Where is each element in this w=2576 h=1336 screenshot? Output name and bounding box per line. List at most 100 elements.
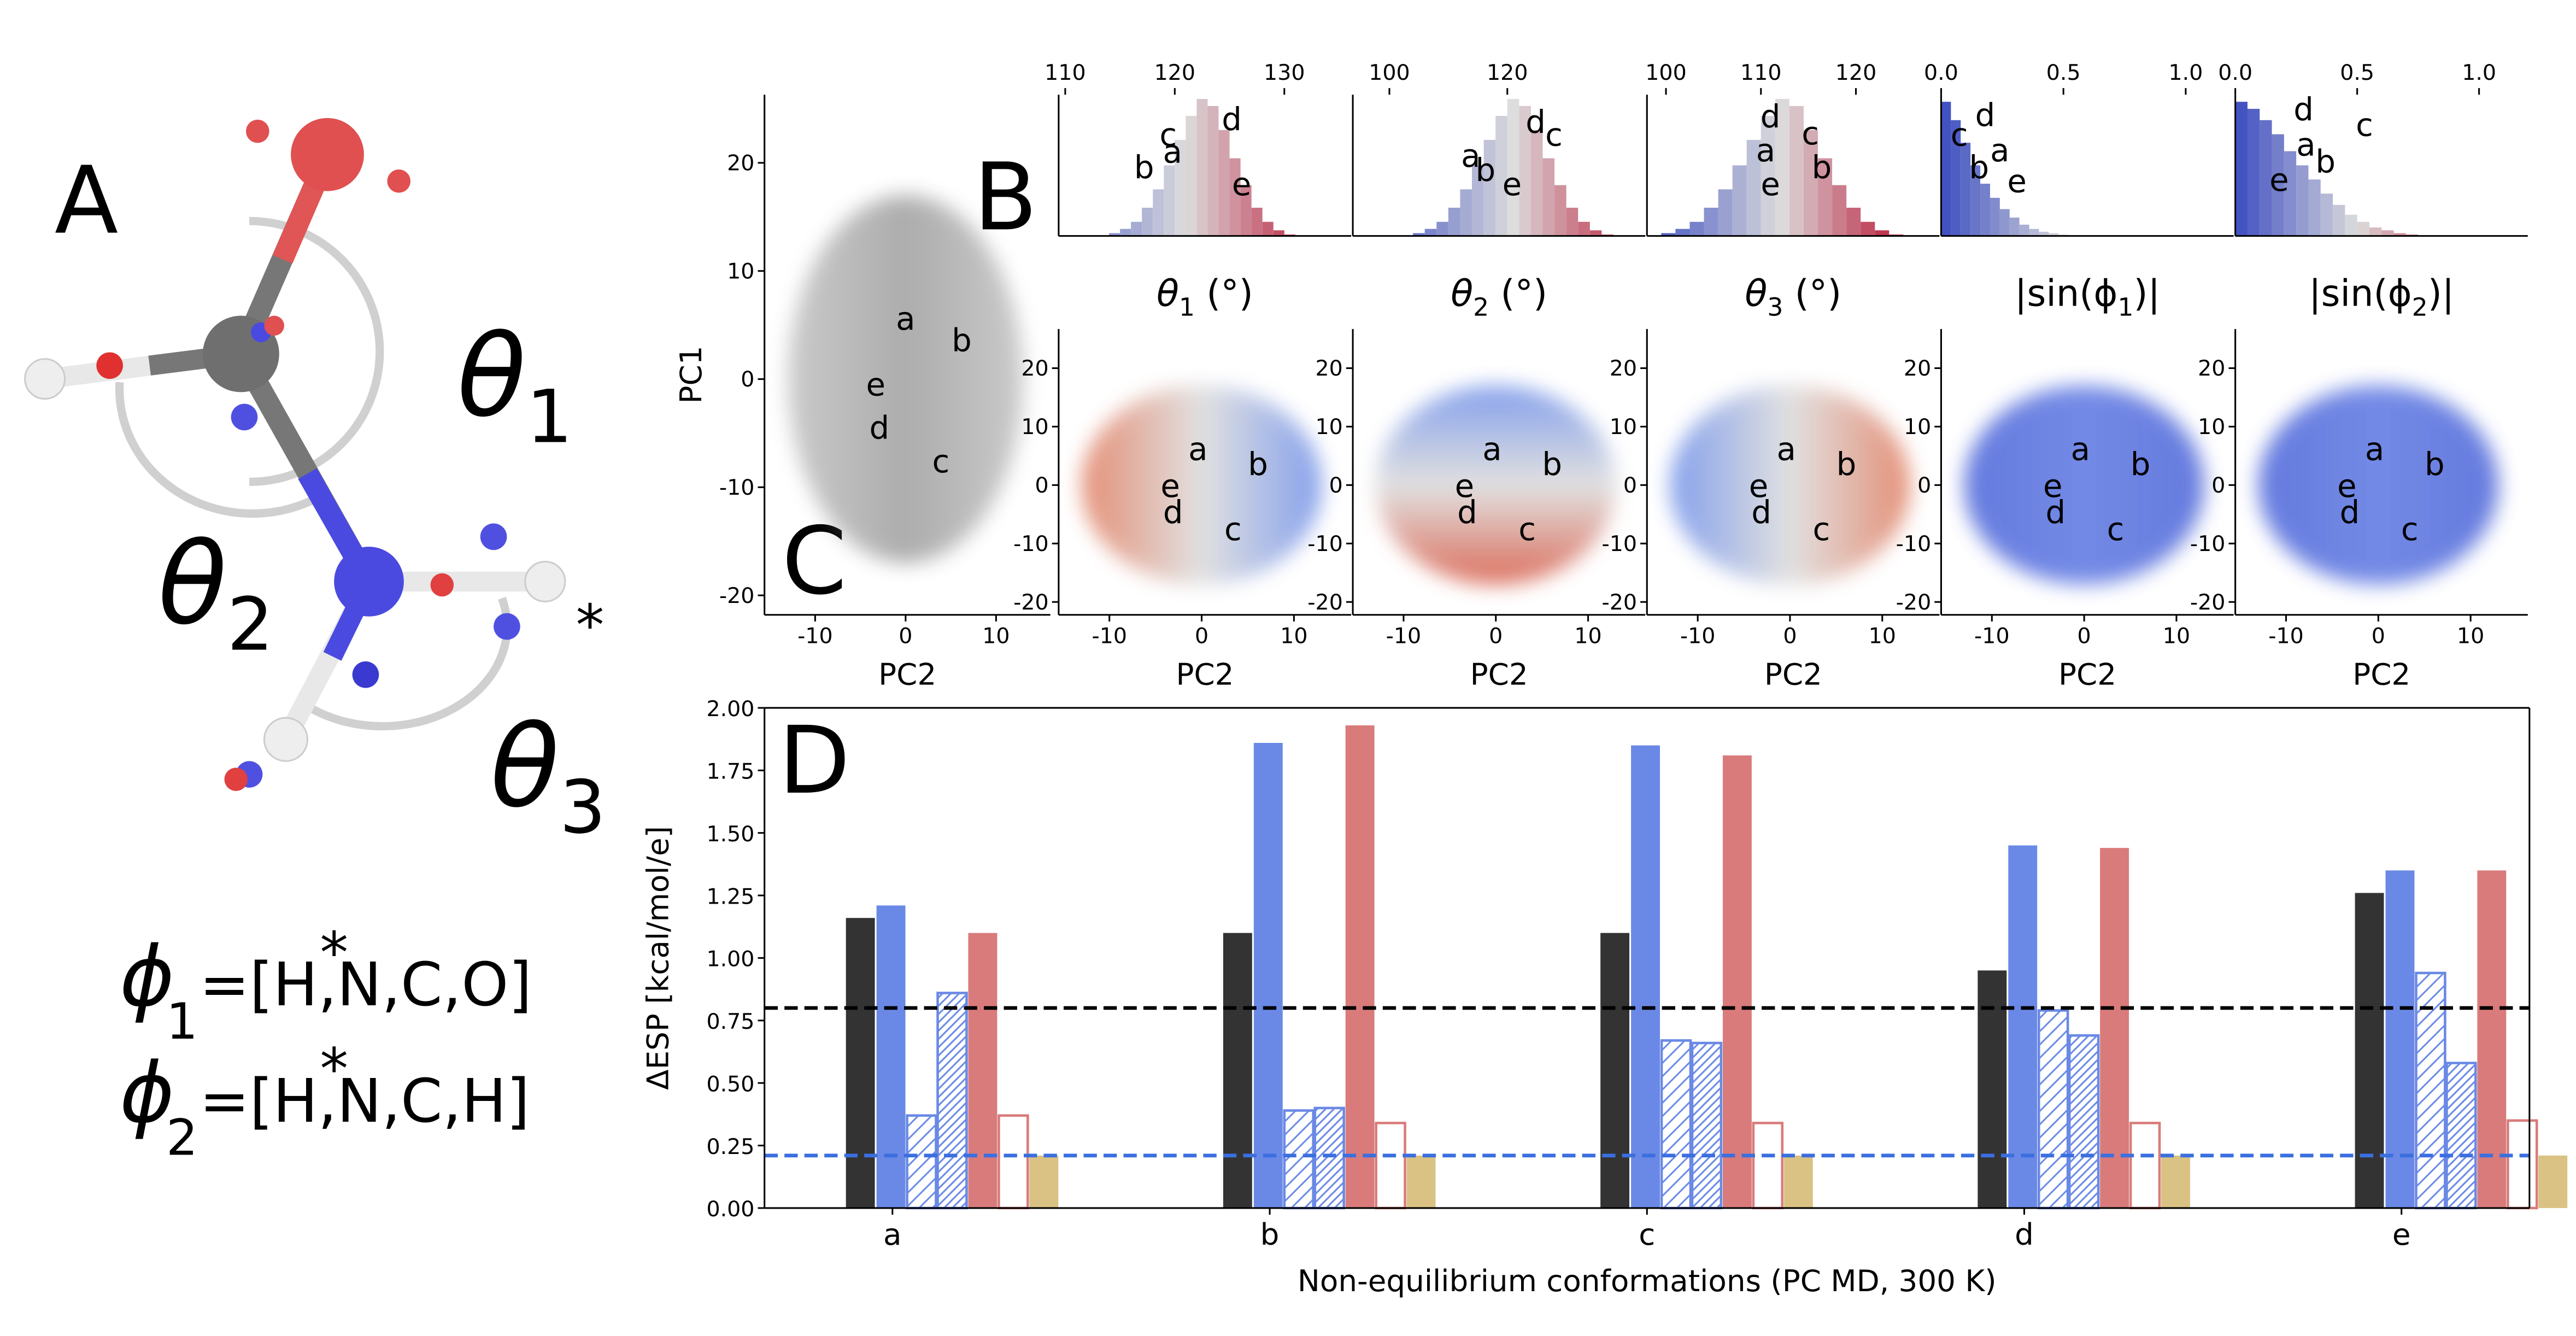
y-tick-label: 0.50 — [706, 1071, 754, 1097]
title-part: )| — [2134, 272, 2161, 314]
histogram-bar — [1507, 99, 1519, 236]
y-tick-label: -10 — [2190, 531, 2226, 556]
y-axis-label: PC1 — [673, 345, 708, 403]
bar — [1375, 1122, 1406, 1210]
y-tick-label: 20 — [727, 151, 754, 176]
bar — [936, 992, 968, 1210]
y-tick-label: -10 — [1307, 531, 1343, 556]
histogram-bar — [1460, 189, 1472, 236]
histogram-bar — [1675, 228, 1690, 236]
atom — [387, 169, 411, 193]
y-tick-label: -20 — [2190, 590, 2226, 615]
atom — [224, 767, 248, 791]
histogram-bar — [2284, 151, 2297, 236]
dihedral-subscript: 1 — [166, 992, 198, 1051]
histogram-bar — [2039, 231, 2049, 236]
histogram-bar — [1554, 185, 1566, 236]
bar — [1691, 1041, 1723, 1210]
point-label: e — [1503, 166, 1522, 203]
histogram-bar — [2235, 102, 2248, 236]
histogram-bar — [2009, 218, 2020, 236]
bar — [1283, 1109, 1315, 1210]
histogram-bar — [1483, 139, 1496, 236]
panel-label: B — [973, 144, 1037, 252]
atom — [96, 352, 124, 379]
title-subscript: 1 — [2118, 293, 2134, 322]
y-tick-label: 0 — [1917, 473, 1931, 498]
bar — [2161, 1155, 2190, 1208]
x-tick-label: 10 — [1574, 623, 1601, 648]
point-label: d — [870, 409, 890, 447]
x-tick-label: -10 — [1680, 623, 1716, 648]
histogram-bar — [1761, 116, 1775, 236]
histogram-bar — [1704, 207, 1718, 236]
x-tick-label: 110 — [1740, 60, 1781, 85]
angle-symbol: θ — [490, 701, 560, 833]
histogram-bar — [1775, 99, 1789, 236]
title-part: |sin(ϕ — [2015, 272, 2118, 314]
histogram-bar — [1803, 130, 1818, 236]
histogram-bar — [1519, 106, 1531, 236]
histogram-bar — [1990, 197, 2000, 236]
point-label: b — [2315, 143, 2336, 180]
y-tick-label: 2.00 — [706, 696, 754, 722]
y-tick-label: 20 — [1021, 356, 1048, 381]
histogram-bar — [1875, 230, 1890, 236]
point-label: b — [2425, 446, 2445, 483]
bar — [876, 905, 906, 1208]
x-tick-label: 0 — [2078, 623, 2091, 648]
histogram-bar — [1789, 106, 1804, 236]
x-axis-label: PC2 — [1470, 657, 1528, 692]
atom — [334, 547, 404, 617]
point-cloud — [1964, 385, 2204, 585]
atom — [480, 523, 507, 550]
histogram-bar — [1218, 130, 1230, 236]
histogram-bar — [1542, 158, 1555, 236]
point-label: d — [1457, 494, 1477, 531]
histogram-bar — [2260, 120, 2272, 236]
dihedral-symbol: ϕ — [120, 1045, 174, 1141]
atom-marker: * — [576, 593, 605, 658]
bar — [2037, 1009, 2069, 1210]
point-cloud — [1670, 385, 1910, 585]
point-label: c — [2401, 511, 2419, 548]
histogram-bar — [1186, 116, 1197, 236]
histogram-bar — [2019, 224, 2029, 236]
histogram-bar — [2308, 179, 2321, 236]
point-label: a — [2365, 430, 2384, 467]
y-tick-label: 1.75 — [706, 759, 754, 784]
panel-title: |sin(ϕ2)| — [2309, 272, 2454, 321]
point-label: e — [2043, 467, 2063, 505]
atom — [291, 118, 364, 191]
bar — [2129, 1122, 2161, 1210]
title-subscript: 1 — [1179, 293, 1195, 322]
y-tick-label: -20 — [1601, 590, 1637, 615]
y-tick-label: 0.00 — [706, 1197, 754, 1222]
point-label: b — [1969, 149, 1989, 186]
histogram-bar — [1578, 221, 1590, 236]
x-tick-label: 1.0 — [2169, 60, 2203, 85]
x-tick-label: 10 — [2457, 623, 2484, 648]
y-tick-label: -20 — [1013, 590, 1049, 615]
x-tick-label: a — [883, 1217, 902, 1252]
bar — [2385, 870, 2415, 1208]
angle-label: θ1 — [457, 310, 573, 460]
y-tick-label: -10 — [1601, 531, 1637, 556]
bar — [2355, 893, 2384, 1208]
histogram-bar — [1530, 130, 1543, 236]
x-axis-label: PC2 — [878, 657, 936, 692]
title-part: )| — [2428, 272, 2455, 314]
histogram-bar — [1273, 230, 1284, 236]
histogram-bar — [1131, 221, 1142, 236]
x-tick-label: 10 — [1869, 623, 1896, 648]
histogram-bar — [2247, 109, 2260, 236]
y-tick-label: 20 — [1610, 356, 1637, 381]
atom — [24, 358, 66, 400]
bar — [1660, 1039, 1692, 1210]
title-part: θ — [1451, 272, 1473, 314]
angle-subscript: 3 — [559, 765, 606, 850]
point-label: a — [2071, 430, 2090, 467]
panel-title: θ2 (°) — [1451, 272, 1547, 321]
y-tick-label: 10 — [2198, 414, 2225, 440]
bar — [1722, 755, 1752, 1208]
